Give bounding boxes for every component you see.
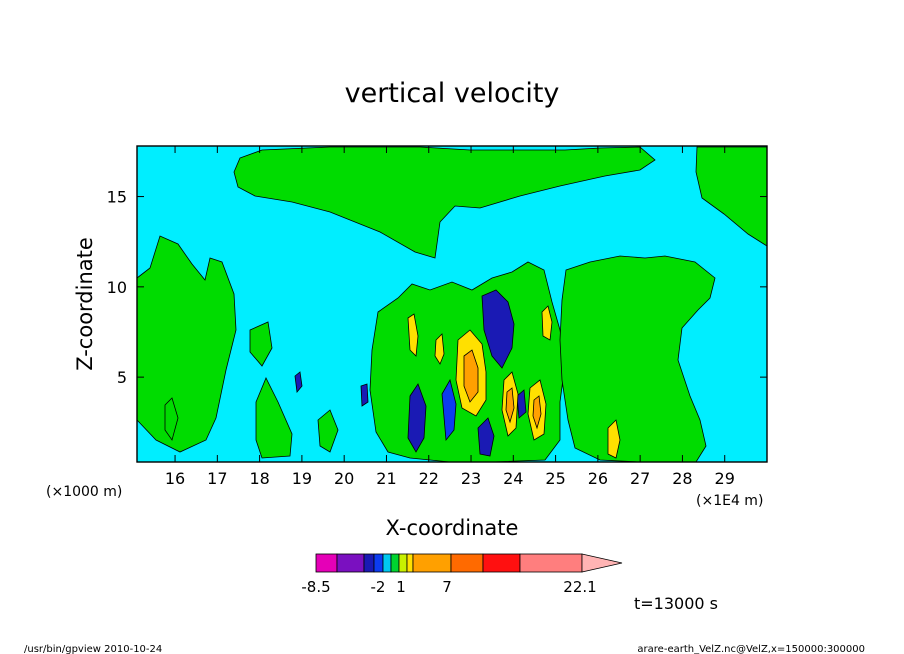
colorbar-swatch	[482, 553, 521, 573]
x-tick-label: 25	[545, 469, 565, 488]
region-left-center	[249, 321, 273, 367]
region-bottom-left-small	[164, 397, 179, 441]
region-left-bottom	[255, 377, 293, 459]
region-left	[136, 235, 237, 453]
region-warm-top-right	[541, 305, 553, 341]
positive-regions	[407, 305, 621, 459]
region-blue-left	[407, 383, 427, 453]
footer-right: arare-earth_VelZ.nc@VelZ,x=150000:300000	[637, 644, 865, 654]
colorbar-swatch	[363, 553, 375, 573]
x-tick-label: 26	[588, 469, 608, 488]
region-warm-upper	[407, 313, 419, 357]
x-tick-label: 24	[503, 469, 523, 488]
x-tick-label: 28	[672, 469, 692, 488]
plot-area	[136, 145, 768, 463]
x-tick-label: 21	[376, 469, 396, 488]
region-blue-mid	[441, 378, 457, 442]
time-label: t=13000 s	[634, 594, 718, 613]
x-tick-label: 20	[334, 469, 354, 488]
x-tick-label: 23	[461, 469, 481, 488]
colorbar-swatch	[406, 553, 414, 573]
region-blue-bottom	[477, 417, 495, 457]
colorbar-extension	[581, 553, 623, 573]
region-warm-bottom-right	[607, 419, 621, 459]
x-axis-ticks: 16 17 18 19 20 21 22 23 24 25 26 27 28 29	[165, 146, 735, 488]
region-warm-right-1-core	[505, 387, 515, 424]
region-blue-small-3	[516, 389, 527, 419]
colorbar-swatch	[450, 553, 484, 573]
x-tick-label: 16	[165, 469, 185, 488]
colorbar-swatch	[519, 553, 583, 573]
region-right-center	[559, 255, 716, 463]
chart-title: vertical velocity	[345, 78, 560, 109]
colorbar-swatch	[336, 553, 365, 573]
y-axis-ticks: 5 10 15	[107, 188, 767, 387]
footer-left: /usr/bin/gpview 2010-10-24	[24, 644, 162, 654]
colorbar-swatch	[382, 553, 392, 573]
x-tick-label: 17	[207, 469, 227, 488]
x-tick-label: 19	[292, 469, 312, 488]
y-axis-label: Z-coordinate	[73, 237, 97, 371]
region-warm-left	[434, 333, 445, 365]
x-tick-label: 18	[249, 469, 269, 488]
x-unit-right: (×1E4 m)	[696, 493, 763, 509]
region-warm-main-core	[463, 349, 479, 403]
colorbar-label: -2	[371, 578, 386, 596]
x-tick-label: 27	[630, 469, 650, 488]
negative-regions	[294, 289, 527, 457]
colorbar-label: 22.1	[563, 578, 596, 596]
region-top-band	[233, 146, 656, 259]
x-tick-label: 29	[715, 469, 735, 488]
region-blue-small-2	[360, 383, 369, 407]
colorbar-label: 7	[442, 578, 452, 596]
colorbar-swatch	[315, 553, 338, 573]
region-warm-right-2-core	[532, 395, 542, 430]
colorbar-swatch	[398, 553, 408, 573]
region-blue-small-1	[294, 371, 303, 393]
y-tick-label: 15	[107, 188, 127, 207]
x-axis-label: X-coordinate	[386, 516, 519, 540]
colorbar-swatch	[412, 553, 452, 573]
region-bottom-mid	[317, 409, 339, 453]
colorbar-swatch	[373, 553, 384, 573]
y-tick-label: 10	[107, 278, 127, 297]
plot-frame	[136, 145, 768, 463]
colorbar-swatch	[390, 553, 400, 573]
colorbar-label: 1	[396, 578, 406, 596]
x-unit-left: (×1000 m)	[46, 484, 122, 500]
colorbar-label: -8.5	[301, 578, 330, 596]
region-blue-upper	[481, 289, 515, 369]
x-tick-label: 22	[419, 469, 439, 488]
y-tick-label: 5	[117, 368, 127, 387]
colorbar: -8.5 -2 1 7 22.1	[301, 553, 623, 596]
